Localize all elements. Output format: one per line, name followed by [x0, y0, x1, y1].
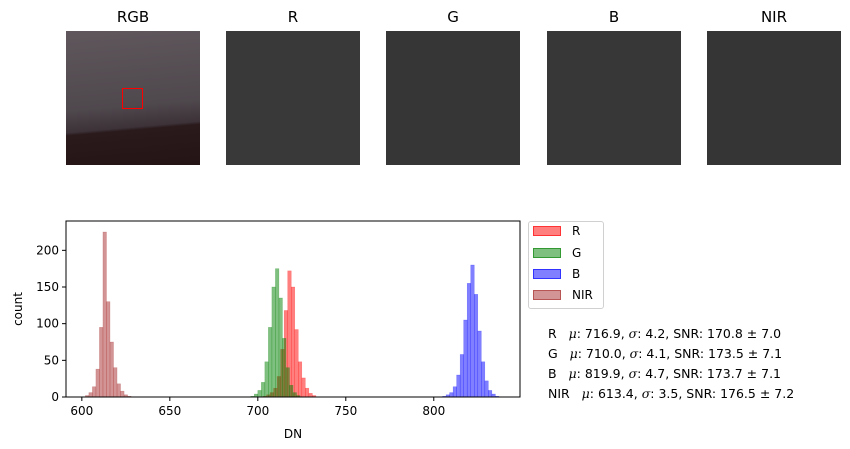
panel-title-nir: NIR: [760, 8, 788, 26]
stats-band-r: R: [548, 326, 557, 341]
stats-mu-b: 819.9: [584, 366, 621, 381]
hist-bar-b: [463, 319, 468, 398]
legend-label-nir: NIR: [572, 288, 593, 302]
hist-bar-g: [271, 286, 276, 398]
hist-bar-b: [488, 390, 493, 398]
x-tick-label: 700: [246, 404, 269, 418]
stats-sigma-nir: 3.5: [658, 386, 679, 401]
hist-bar-b: [481, 361, 486, 398]
hist-bar-b: [449, 392, 454, 398]
x-tick-label: 600: [70, 404, 93, 418]
hist-bar-g: [292, 392, 297, 398]
y-tick-label: 100: [36, 317, 59, 331]
hist-bar-nir: [88, 392, 93, 398]
stats-snr-g: 173.5 ± 7.1: [708, 346, 783, 361]
hist-bar-r: [308, 393, 313, 398]
hist-bar-g: [264, 361, 269, 398]
stats-mu-r: 716.9: [584, 326, 621, 341]
r-band-image: [226, 31, 360, 165]
x-tick-label: 800: [422, 404, 445, 418]
hist-bar-r: [301, 377, 306, 398]
hist-bar-nir: [106, 301, 111, 398]
legend-label-b: B: [572, 267, 581, 281]
panel-title-rgb: RGB: [116, 8, 150, 26]
hist-bar-g: [285, 367, 290, 398]
legend-swatch-nir: [533, 290, 561, 300]
hist-bar-g: [282, 338, 287, 398]
hist-bar-b: [470, 264, 475, 398]
stats-sigma-g: 4.1: [646, 346, 667, 361]
stats-snr-r: 170.8 ± 7.0: [707, 326, 782, 341]
hist-bar-nir: [113, 367, 118, 398]
legend-label-g: G: [572, 246, 582, 260]
panel-title-g: G: [447, 8, 459, 26]
rgb-image: [66, 31, 200, 165]
stats-line-g: G μ: 710.0, σ: 4.1, SNR: 173.5 ± 7.1: [548, 346, 783, 361]
x-tick-label: 750: [334, 404, 357, 418]
x-tick-label: 650: [158, 404, 181, 418]
hist-bar-b: [456, 374, 461, 398]
stats-mu-g: 710.0: [585, 346, 622, 361]
panel-title-b: B: [608, 8, 620, 26]
hist-bar-b: [452, 386, 457, 398]
hist-bar-r: [290, 286, 296, 398]
hist-bar-g: [268, 327, 273, 398]
hist-bar-nir: [99, 327, 104, 398]
hist-bar-b: [477, 330, 482, 398]
roi-box: [122, 88, 143, 109]
nir-band-image: [707, 31, 841, 165]
hist-bar-g: [278, 297, 283, 398]
y-axis-label: count: [11, 292, 25, 326]
hist-bar-nir: [120, 390, 125, 398]
hist-bar-nir: [109, 341, 114, 398]
legend-swatch-g: [533, 248, 561, 258]
hist-bar-g: [289, 385, 294, 398]
stats-band-nir: NIR: [548, 386, 570, 401]
stats-line-nir: NIR μ: 613.4, σ: 3.5, SNR: 176.5 ± 7.2: [548, 386, 795, 401]
y-tick-label: 50: [44, 353, 59, 367]
stats-line-b: B μ: 819.9, σ: 4.7, SNR: 173.7 ± 7.1: [548, 366, 781, 381]
stats-mu-nir: 613.4: [597, 386, 634, 401]
stats-line-r: R μ: 716.9, σ: 4.2, SNR: 170.8 ± 7.0: [548, 326, 782, 341]
x-axis-label: DN: [284, 427, 302, 441]
legend-swatch-r: [533, 226, 561, 236]
stats-band-b: B: [548, 366, 557, 381]
stats-band-g: G: [548, 346, 558, 361]
b-band-image: [547, 31, 681, 165]
hist-bar-b: [466, 283, 471, 398]
hist-bar-g: [261, 382, 266, 398]
y-tick-label: 200: [36, 243, 59, 257]
hist-bar-g: [257, 390, 262, 398]
hist-bar-nir: [116, 383, 121, 398]
hist-bar-b: [459, 354, 464, 398]
hist-bar-b: [473, 294, 479, 398]
y-tick-label: 150: [36, 280, 59, 294]
legend-swatch-b: [533, 269, 561, 279]
stats-snr-b: 173.7 ± 7.1: [706, 366, 781, 381]
plot-frame: [65, 220, 521, 398]
stats-sigma-b: 4.7: [645, 366, 666, 381]
hist-bar-r: [298, 361, 303, 398]
stats-snr-nir: 176.5 ± 7.2: [720, 386, 795, 401]
hist-bar-nir: [95, 368, 100, 398]
y-tick-label: 0: [51, 390, 59, 404]
panel-title-r: R: [287, 8, 299, 26]
hist-bar-r: [305, 387, 310, 398]
stats-sigma-r: 4.2: [645, 326, 666, 341]
hist-bar-r: [294, 329, 299, 398]
hist-bar-nir: [102, 231, 107, 398]
g-band-image: [386, 31, 520, 165]
hist-bar-nir: [92, 386, 97, 398]
hist-bar-g: [275, 268, 280, 398]
legend-label-r: R: [572, 224, 581, 238]
hist-bar-b: [484, 380, 489, 398]
